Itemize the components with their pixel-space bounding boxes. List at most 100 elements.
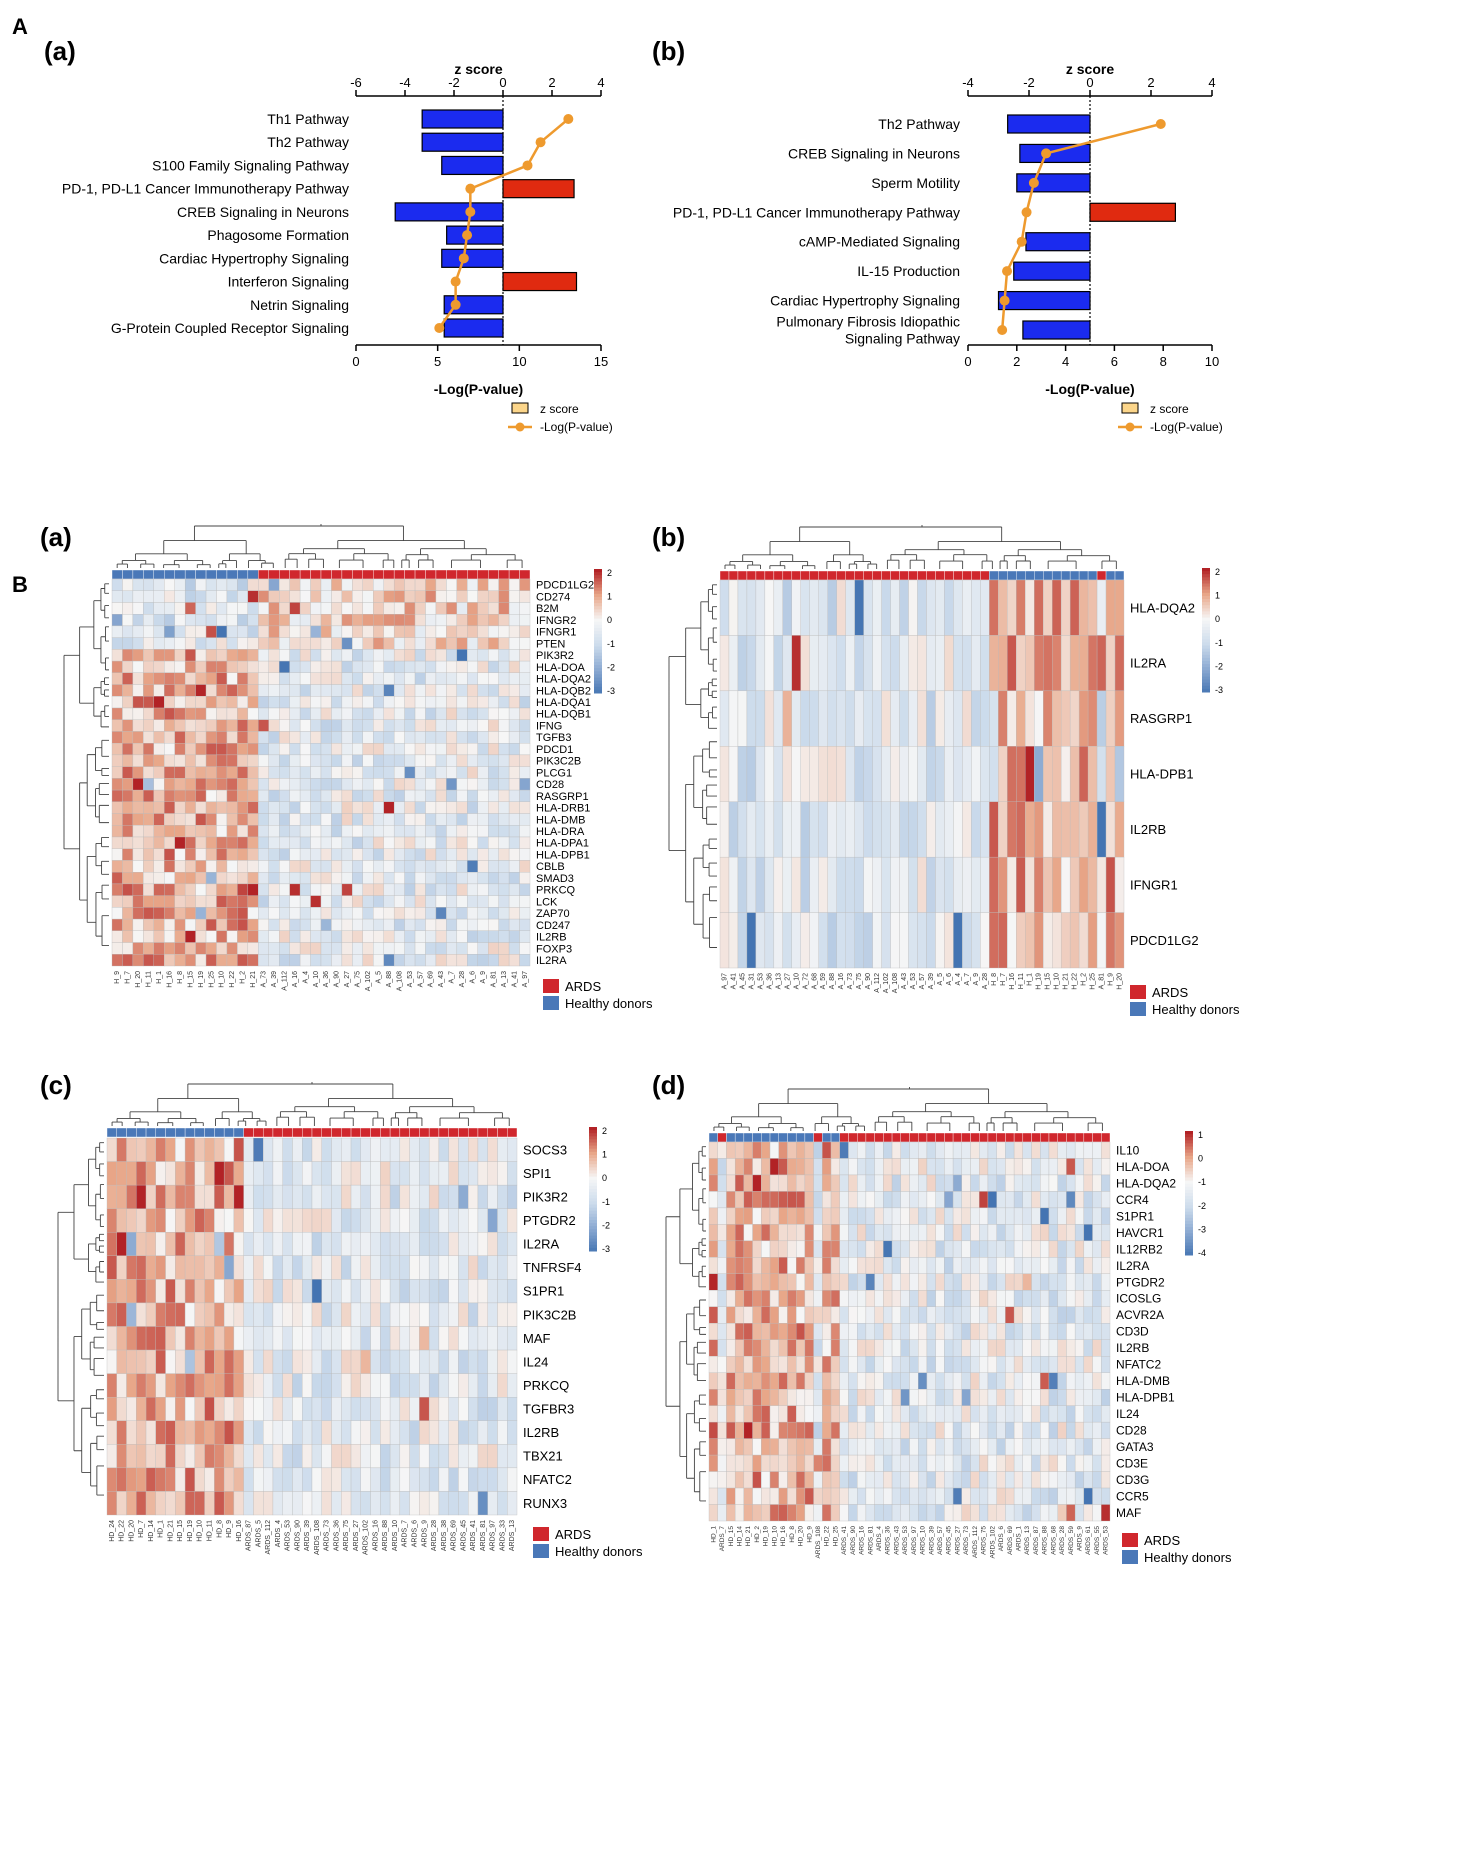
heatmap-cell bbox=[1022, 1306, 1032, 1324]
colorbar-segment bbox=[594, 683, 602, 688]
heatmap-cell bbox=[448, 1137, 459, 1162]
heatmap-cell bbox=[174, 907, 186, 920]
heatmap-cell bbox=[122, 848, 134, 861]
heatmap-cell bbox=[743, 1339, 753, 1357]
colorbar-segment bbox=[594, 612, 602, 616]
heatmap-cell bbox=[435, 954, 447, 967]
heatmap-cell bbox=[477, 1420, 488, 1445]
heatmap-cell bbox=[1083, 1273, 1093, 1291]
heatmap-cell bbox=[446, 731, 458, 744]
colorbar-segment bbox=[1202, 636, 1210, 640]
heatmap-cell bbox=[961, 1141, 971, 1159]
heatmap-cell bbox=[299, 637, 311, 650]
heatmap-cell bbox=[970, 1158, 980, 1176]
colorbar-segment bbox=[589, 1210, 597, 1215]
heatmap-cell bbox=[883, 1421, 893, 1439]
heatmap-cell bbox=[247, 918, 259, 931]
column-label: ARDS_90 bbox=[850, 1526, 857, 1555]
heatmap-cell bbox=[143, 954, 154, 967]
heatmap-cell bbox=[409, 1208, 420, 1233]
group-annotation-cell bbox=[1025, 570, 1035, 581]
heatmap-cell bbox=[769, 1158, 779, 1176]
heatmap-cell bbox=[362, 813, 374, 826]
category-label: Phagosome Formation bbox=[207, 227, 349, 243]
heatmap-cell bbox=[764, 746, 775, 802]
heatmap-cell bbox=[184, 684, 196, 697]
heatmap-cell bbox=[299, 672, 311, 685]
heatmap-cell bbox=[743, 1257, 753, 1275]
heatmap-cell bbox=[1013, 1487, 1024, 1505]
heatmap-cell bbox=[164, 719, 175, 732]
z-score-bar bbox=[502, 179, 575, 199]
group-annotation-cell bbox=[1066, 1132, 1076, 1143]
heatmap-cell bbox=[341, 707, 353, 720]
heatmap-cell bbox=[292, 1326, 303, 1351]
heatmap-cell bbox=[448, 1208, 459, 1233]
heatmap-cell bbox=[1005, 1471, 1015, 1489]
column-label: A_39 bbox=[271, 971, 278, 987]
colorbar-segment bbox=[594, 609, 602, 613]
heatmap-cell bbox=[184, 1444, 196, 1469]
heatmap-cell bbox=[909, 1240, 919, 1258]
heatmap-cell bbox=[311, 1232, 322, 1256]
heatmap-cell bbox=[1092, 1421, 1102, 1439]
heatmap-cell bbox=[350, 1302, 361, 1327]
heatmap-cell bbox=[216, 602, 228, 615]
heatmap-cell bbox=[341, 766, 353, 779]
heatmap-cell bbox=[184, 836, 196, 849]
heatmap-cell bbox=[845, 856, 855, 913]
heatmap-cell bbox=[414, 778, 426, 791]
heatmap-cell bbox=[341, 1302, 352, 1327]
heatmap-cell bbox=[320, 848, 332, 861]
heatmap-cell bbox=[1022, 1339, 1032, 1357]
heatmap-cell bbox=[409, 1491, 420, 1516]
heatmap-cell bbox=[331, 614, 343, 627]
colorbar-segment bbox=[1185, 1205, 1193, 1209]
heatmap-cell bbox=[268, 660, 280, 673]
heatmap-cell bbox=[331, 778, 343, 791]
heatmap-cell bbox=[205, 895, 217, 908]
heatmap-cell bbox=[164, 649, 175, 662]
heatmap-cell bbox=[818, 635, 828, 692]
group-annotation-cell bbox=[728, 570, 739, 581]
row-label: IL12RB2 bbox=[1116, 1242, 1163, 1256]
heatmap-cell bbox=[1057, 1421, 1067, 1439]
heatmap-cell bbox=[419, 1184, 430, 1209]
heatmap-cell bbox=[717, 1174, 727, 1192]
row-dendrogram bbox=[668, 584, 717, 948]
heatmap-cell bbox=[289, 907, 301, 920]
row-label: IFNGR1 bbox=[1130, 877, 1178, 892]
heatmap-cell bbox=[1005, 1487, 1015, 1505]
heatmap-cell bbox=[1092, 1388, 1102, 1406]
heatmap-cell bbox=[116, 1326, 127, 1351]
row-label: HLA-DQB1 bbox=[536, 709, 591, 721]
heatmap-cell bbox=[145, 1349, 156, 1374]
heatmap-cell bbox=[350, 1161, 361, 1186]
colorbar-segment bbox=[1202, 664, 1210, 668]
heatmap-cell bbox=[996, 1471, 1006, 1489]
colorbar-segment bbox=[1202, 648, 1210, 653]
heatmap-cell bbox=[881, 746, 891, 802]
heatmap-cell bbox=[414, 918, 426, 931]
heatmap-cell bbox=[383, 707, 395, 720]
heatmap-cell bbox=[935, 1339, 945, 1357]
heatmap-cell bbox=[734, 1471, 745, 1489]
heatmap-cell bbox=[404, 918, 416, 931]
heatmap-cell bbox=[468, 1349, 479, 1374]
heatmap-cell bbox=[263, 1232, 274, 1256]
heatmap-cell bbox=[320, 743, 332, 756]
heatmap-cell bbox=[282, 1467, 293, 1492]
heatmap-cell bbox=[761, 1141, 771, 1159]
heatmap-cell bbox=[519, 907, 531, 920]
heatmap-cell bbox=[734, 1356, 745, 1373]
heatmap-cell bbox=[488, 754, 499, 767]
heatmap-cell bbox=[320, 590, 332, 603]
heatmap-cell bbox=[258, 942, 269, 955]
heatmap-cell bbox=[909, 1504, 919, 1522]
heatmap-cell bbox=[116, 1208, 127, 1233]
heatmap-cell bbox=[952, 1323, 962, 1340]
heatmap-cell bbox=[174, 954, 186, 967]
column-label: H_11 bbox=[146, 971, 153, 987]
heatmap-cell bbox=[848, 1339, 858, 1357]
heatmap-cell bbox=[223, 1491, 235, 1516]
